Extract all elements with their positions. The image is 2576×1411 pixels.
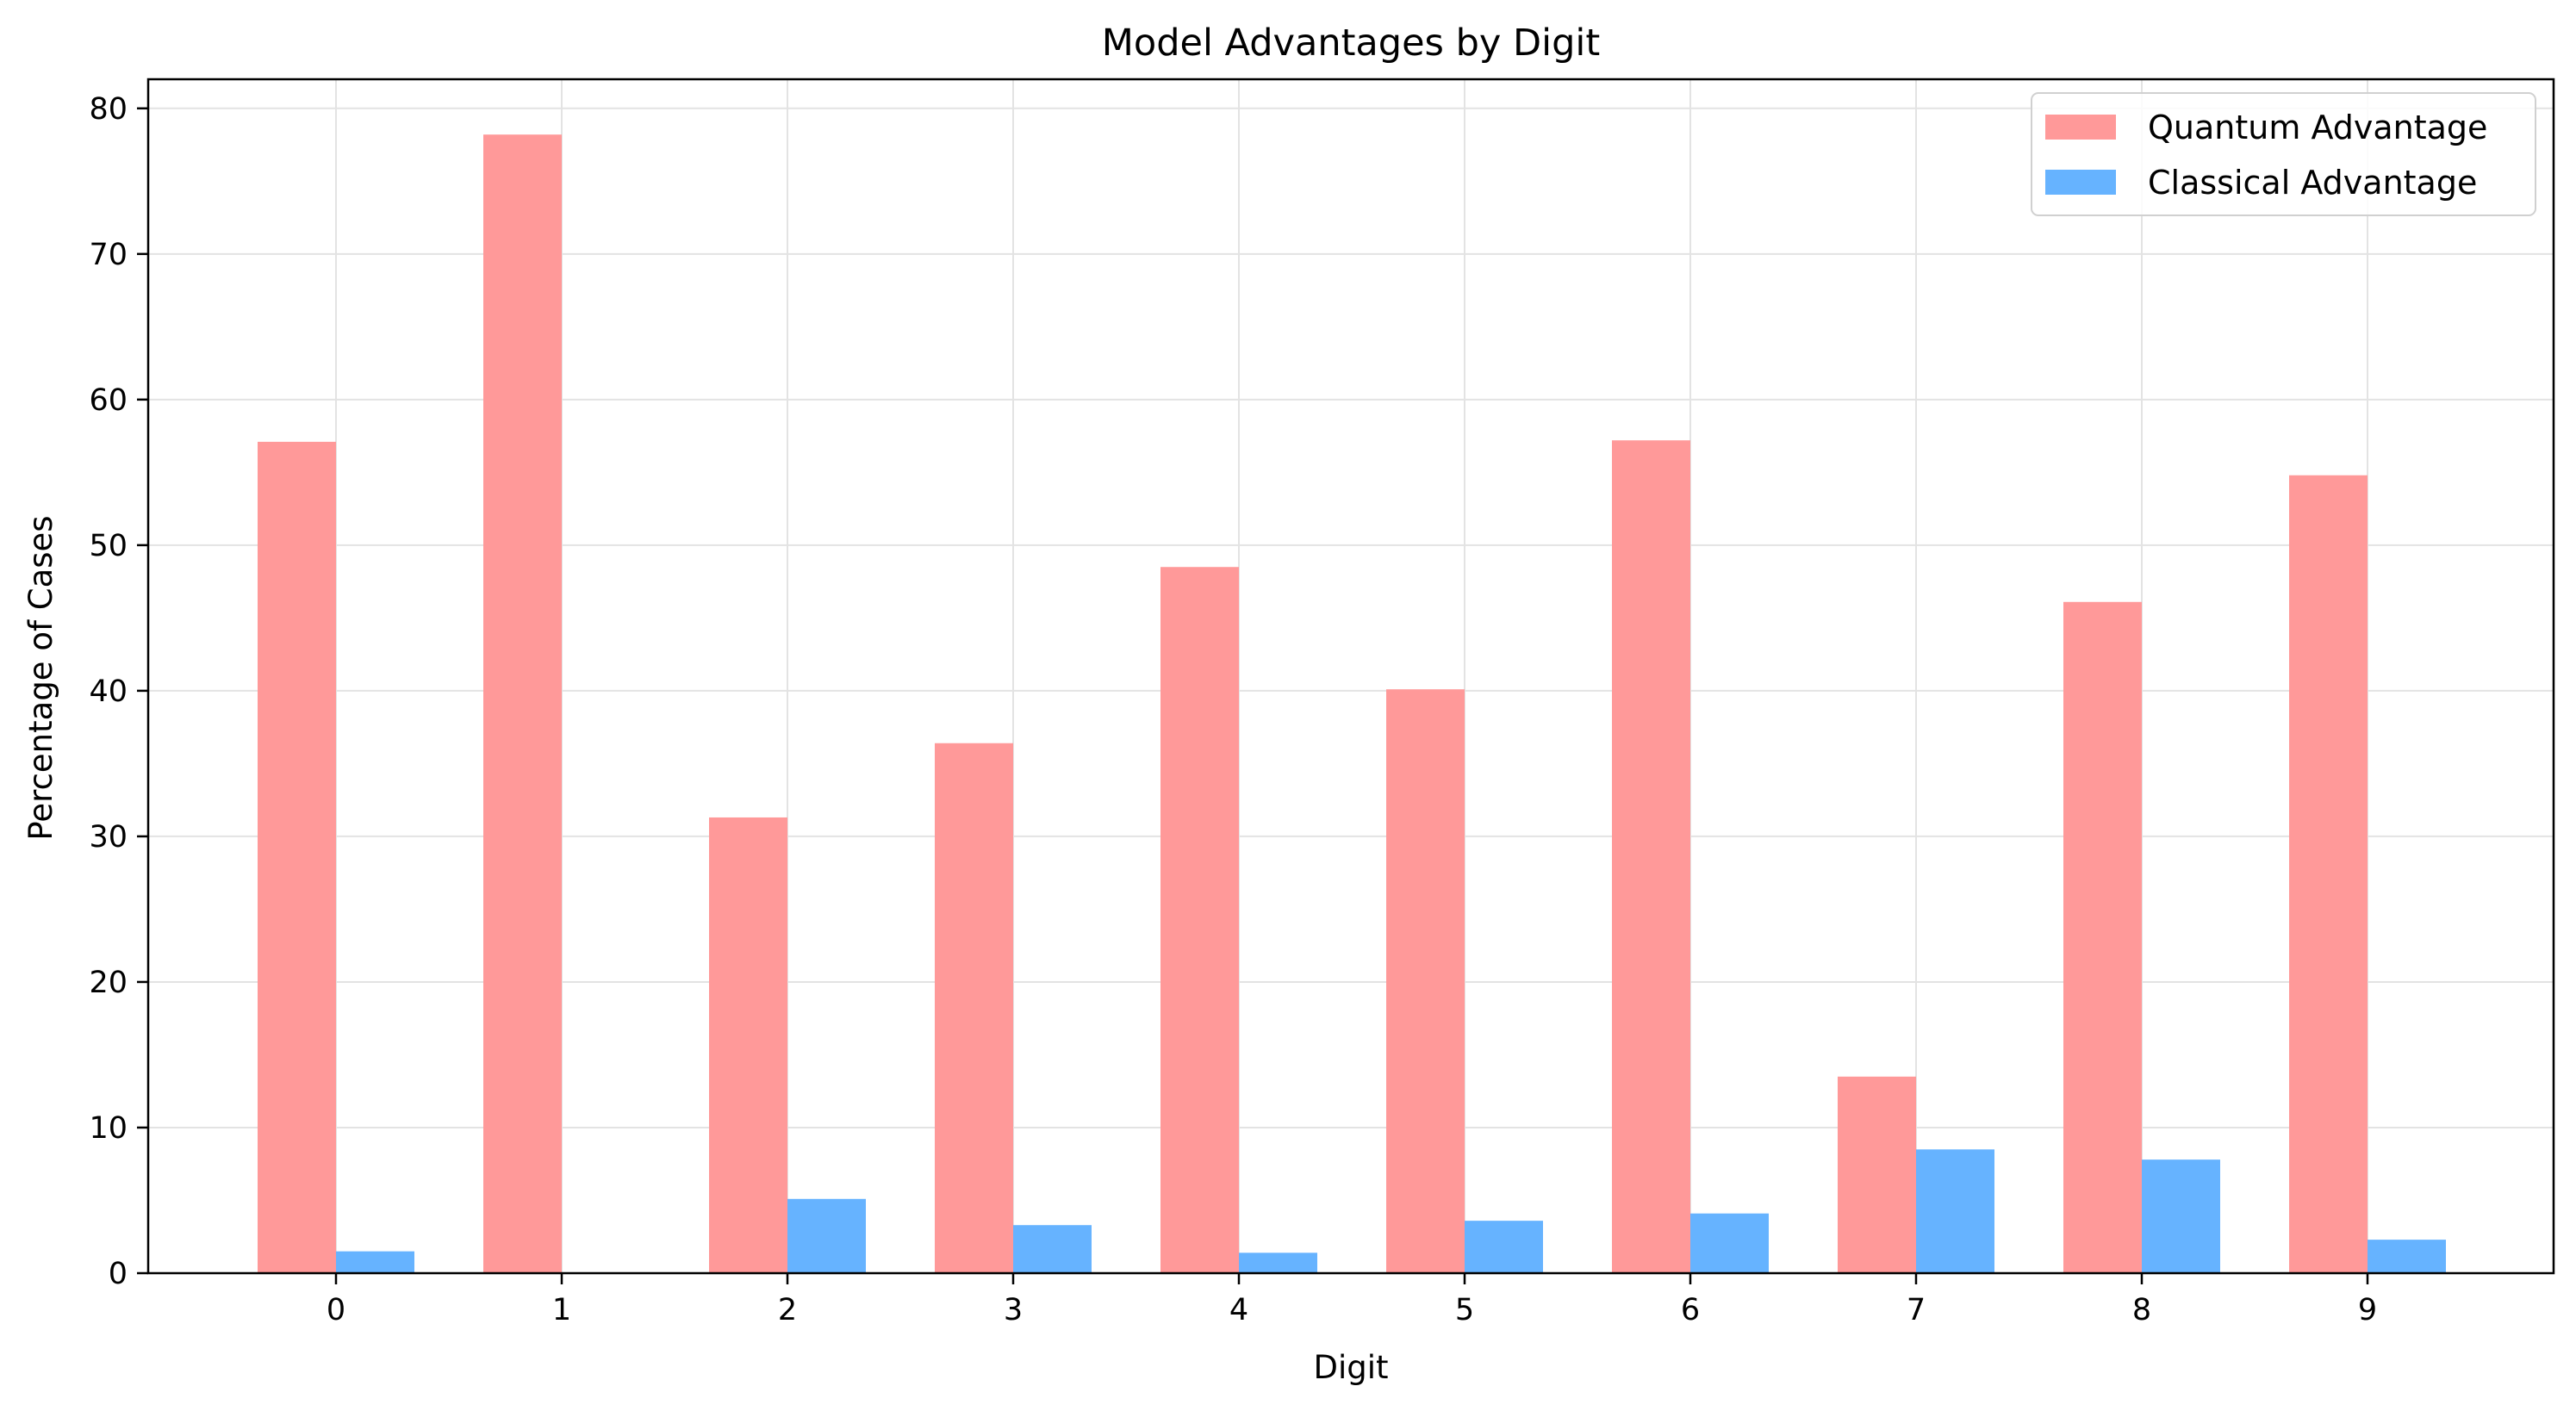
bar-classical-digit-4 — [1239, 1252, 1317, 1273]
legend-swatch-classical — [2045, 170, 2116, 195]
x-tick-label: 8 — [2132, 1293, 2151, 1327]
legend-label-quantum: Quantum Advantage — [2148, 109, 2487, 146]
legend-swatch-quantum — [2045, 115, 2116, 140]
legend: Quantum Advantage Classical Advantage — [2031, 92, 2536, 216]
x-tick-label: 2 — [778, 1293, 797, 1327]
bar-quantum-digit-3 — [935, 743, 1013, 1273]
bar-quantum-digit-8 — [2063, 601, 2142, 1273]
ticks: 0 10 20 30 40 50 60 70 80 0 1 2 3 4 5 6 7 8 9 — [89, 92, 2377, 1327]
bar-quantum-digit-5 — [1386, 689, 1465, 1273]
y-axis-label: Percentage of Cases — [22, 515, 59, 840]
x-tick-label: 4 — [1229, 1293, 1248, 1327]
y-tick-label: 10 — [89, 1111, 128, 1146]
bar-quantum-digit-0 — [258, 441, 336, 1273]
x-tick-label: 0 — [327, 1293, 345, 1327]
x-tick-label: 1 — [552, 1293, 571, 1327]
x-tick-label: 3 — [1004, 1293, 1023, 1327]
bar-classical-digit-5 — [1465, 1221, 1543, 1273]
x-axis-label: Digit — [1313, 1349, 1388, 1386]
bar-quantum-digit-9 — [2289, 475, 2368, 1273]
x-tick-label: 9 — [2358, 1293, 2377, 1327]
bar-classical-digit-7 — [1916, 1149, 1994, 1273]
x-tick-label: 7 — [1907, 1293, 1926, 1327]
y-tick-label: 60 — [89, 383, 128, 418]
bar-quantum-digit-4 — [1160, 567, 1239, 1273]
legend-label-classical: Classical Advantage — [2148, 164, 2477, 202]
bar-classical-digit-9 — [2368, 1240, 2446, 1273]
chart-title: Model Advantages by Digit — [1102, 22, 1600, 65]
bar-quantum-digit-2 — [709, 817, 787, 1273]
plot-frame — [146, 78, 2555, 1275]
y-tick-label: 30 — [89, 820, 128, 855]
bar-quantum-digit-1 — [483, 134, 562, 1274]
y-tick-label: 50 — [89, 529, 128, 563]
bar-classical-digit-3 — [1013, 1225, 1092, 1273]
y-tick-label: 80 — [89, 92, 128, 127]
bar-classical-digit-8 — [2142, 1159, 2220, 1273]
bar-quantum-digit-6 — [1612, 440, 1690, 1273]
bar-classical-digit-2 — [787, 1198, 866, 1273]
y-tick-label: 40 — [89, 674, 128, 709]
y-tick-label: 0 — [109, 1257, 128, 1291]
y-tick-label: 20 — [89, 966, 128, 1000]
axes — [146, 78, 2555, 1275]
legend-frame — [2031, 92, 2536, 216]
bar-classical-digit-0 — [336, 1251, 414, 1273]
y-tick-label: 70 — [89, 238, 128, 272]
bar-quantum-digit-7 — [1838, 1076, 1916, 1273]
bar-classical-digit-6 — [1690, 1213, 1769, 1273]
bars — [258, 134, 2446, 1274]
x-tick-label: 5 — [1455, 1293, 1474, 1327]
x-tick-label: 6 — [1681, 1293, 1700, 1327]
